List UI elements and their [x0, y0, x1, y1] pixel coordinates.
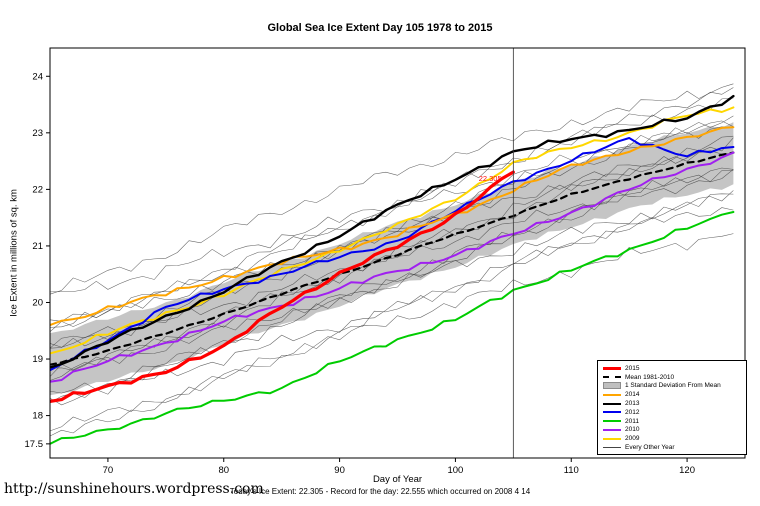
y-axis-tick-label: 18 — [32, 411, 43, 422]
line-swatch-icon — [602, 393, 621, 396]
y-axis-tick-label: 21 — [32, 241, 43, 252]
legend-swatch — [601, 420, 622, 423]
legend-item: 2011 — [601, 417, 743, 426]
plot-border — [49, 47, 746, 459]
background-year-line — [50, 190, 734, 406]
series-line-2012 — [50, 137, 735, 372]
y-axis-tick-label: 20 — [32, 297, 43, 308]
legend-swatch — [601, 382, 622, 390]
legend-swatch — [601, 402, 622, 405]
legend-swatch — [601, 437, 622, 440]
x-axis-tick-label: 80 — [218, 465, 229, 476]
legend-swatch — [601, 411, 622, 414]
background-year-line — [50, 126, 734, 349]
legend-swatch — [601, 447, 622, 449]
legend-label: 2011 — [625, 417, 639, 425]
legend: 2015 Mean 1981-2010 1 Standard Deviation F… — [597, 360, 747, 455]
legend-item: 2015 — [601, 364, 743, 373]
y-axis-tick-label: 19 — [32, 354, 43, 365]
chart-series-group — [50, 83, 735, 445]
series-line-2010 — [50, 151, 735, 383]
y-axis-tick-label: 23 — [32, 128, 43, 139]
background-year-line — [50, 193, 734, 403]
legend-label: 2015 — [625, 364, 640, 372]
x-axis-label: Day of Year — [372, 474, 423, 485]
legend-label: 2013 — [625, 400, 640, 408]
background-year-line — [50, 207, 734, 432]
series-line-mean-1981-2010 — [50, 151, 735, 366]
series-line-2011 — [50, 211, 735, 445]
legend-item: 2009 — [601, 434, 743, 443]
legend-item: 2014 — [601, 390, 743, 399]
x-axis-tick-label: 70 — [103, 465, 114, 476]
legend-swatch — [601, 376, 622, 379]
legend-label: 2014 — [625, 391, 640, 399]
line-swatch-icon — [602, 428, 621, 431]
line-swatch-icon — [602, 366, 621, 370]
chart-title: Global Sea Ice Extent Day 105 1978 to 20… — [267, 22, 493, 34]
std-dev-swatch-icon — [602, 382, 621, 390]
legend-label: 2012 — [625, 408, 640, 416]
y-axis-tick-label: 24 — [32, 71, 43, 82]
legend-label: 2010 — [625, 426, 640, 434]
legend-item: 1 Standard Deviation From Mean — [601, 382, 743, 391]
line-swatch-icon — [602, 420, 621, 423]
legend-item: Every Other Year — [601, 443, 743, 452]
background-year-line — [50, 150, 734, 371]
line-swatch-icon — [602, 437, 621, 440]
series-line-2013 — [50, 94, 735, 369]
series-line-2015 — [50, 170, 515, 403]
series-line-2009 — [50, 106, 735, 355]
x-axis-tick-label: 100 — [447, 465, 463, 476]
legend-item: 2010 — [601, 426, 743, 435]
x-axis-tick-label: 90 — [334, 465, 345, 476]
x-axis-tick-label: 120 — [679, 465, 695, 476]
background-year-line — [50, 135, 734, 349]
legend-swatch — [601, 366, 622, 370]
site-url: http://sunshinehours.wordpress.com — [4, 481, 264, 497]
y-axis-tick-label: 17.5 — [25, 439, 44, 450]
footer-note: Today's Ice Extent: 22.305 - Record for … — [229, 487, 531, 496]
std-dev-band — [50, 122, 734, 396]
background-year-line — [50, 170, 734, 381]
legend-item: 2013 — [601, 399, 743, 408]
line-swatch-icon — [602, 411, 621, 414]
background-year-line — [50, 87, 734, 293]
series-line-2014 — [50, 126, 735, 327]
legend-swatch — [601, 428, 622, 431]
background-year-line — [50, 137, 734, 348]
legend-label: Mean 1981-2010 — [625, 373, 675, 381]
legend-item: 2012 — [601, 408, 743, 417]
background-year-line — [50, 120, 734, 333]
legend-label: 2009 — [625, 435, 640, 443]
x-axis-tick-label: 110 — [564, 465, 579, 476]
background-year-line — [50, 83, 734, 295]
legend-item: Mean 1981-2010 — [601, 373, 743, 382]
legend-label: Every Other Year — [625, 444, 675, 452]
line-swatch-icon — [602, 447, 621, 449]
line-swatch-icon — [602, 376, 621, 379]
legend-label: 1 Standard Deviation From Mean — [625, 382, 721, 390]
y-axis-tick-label: 22 — [32, 184, 43, 195]
background-year-line — [50, 169, 734, 394]
background-year-line — [50, 233, 734, 437]
background-year-line — [50, 167, 734, 377]
legend-swatch — [601, 393, 622, 396]
current-extent-annotation: 22.305 — [479, 174, 502, 183]
line-swatch-icon — [602, 402, 621, 405]
